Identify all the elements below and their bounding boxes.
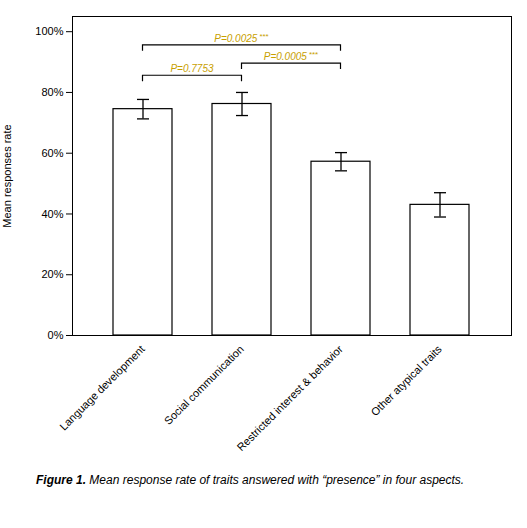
svg-text:Other atypical traits: Other atypical traits [368,342,444,418]
svg-text:80%: 80% [41,86,63,98]
svg-text:0%: 0% [48,329,64,341]
svg-text:40%: 40% [41,207,63,219]
svg-text:P=0.0005***: P=0.0005*** [264,50,318,62]
svg-text:Mean responses rate: Mean responses rate [1,124,13,227]
svg-text:100%: 100% [35,25,63,37]
svg-text:60%: 60% [41,147,63,159]
svg-text:P=0.0025***: P=0.0025*** [214,32,268,44]
svg-text:P=0.7753: P=0.7753 [170,63,214,74]
svg-text:Social communication: Social communication [162,343,246,427]
svg-text:Restricted interest & behavior: Restricted interest & behavior [234,343,345,454]
svg-text:Language development: Language development [57,343,147,433]
svg-text:20%: 20% [41,268,63,280]
html-text:Figure 1. Mean response rate o: Figure 1. Mean response rate of traits a… [36,473,465,487]
